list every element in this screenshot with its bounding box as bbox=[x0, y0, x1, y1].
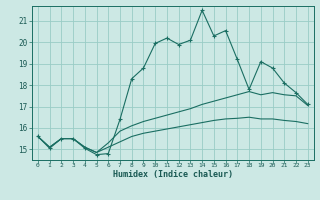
X-axis label: Humidex (Indice chaleur): Humidex (Indice chaleur) bbox=[113, 170, 233, 179]
